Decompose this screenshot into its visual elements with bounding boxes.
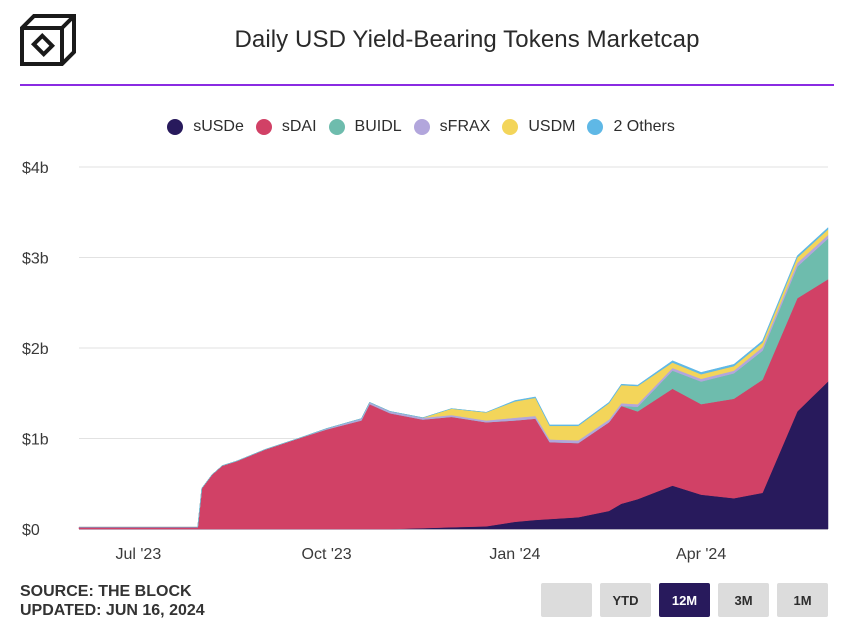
legend-swatch bbox=[167, 119, 184, 135]
x-tick-label: Jul '23 bbox=[115, 546, 161, 563]
legend-label: BUIDL bbox=[354, 118, 402, 135]
x-tick-label: Oct '23 bbox=[302, 546, 352, 563]
range-button-blank[interactable] bbox=[541, 583, 592, 617]
legend-swatch bbox=[255, 119, 272, 135]
y-tick-label: $0 bbox=[22, 522, 40, 539]
legend-label: USDM bbox=[528, 118, 576, 135]
y-tick-label: $4b bbox=[22, 160, 49, 177]
range-button-ytd[interactable]: YTD bbox=[600, 583, 651, 617]
range-button-1m[interactable]: 1M bbox=[777, 583, 828, 617]
updated-label: UPDATED: JUN 16, 2024 bbox=[20, 602, 205, 619]
legend-label: sDAI bbox=[281, 118, 317, 135]
legend-item-usdm[interactable]: USDM bbox=[502, 118, 575, 136]
area-series-2-others bbox=[79, 227, 829, 528]
legend-item-buidl[interactable]: BUIDL bbox=[328, 118, 402, 136]
title-divider bbox=[20, 84, 834, 86]
y-tick-label: $1b bbox=[22, 432, 49, 449]
legend-item-sfrax[interactable]: sFRAX bbox=[413, 118, 491, 136]
legend-swatch bbox=[587, 119, 604, 135]
chart-legend: sUSDe sDAI BUIDL sFRAX USDM 2 Others bbox=[0, 118, 854, 136]
chart-area: $0 $1b $2b $3b $4b Jul '23 Oct '23 Jan '24 Apr '… bbox=[22, 160, 829, 563]
legend-swatch bbox=[502, 119, 519, 135]
chart-title: Daily USD Yield-Bearing Tokens Marketcap bbox=[234, 26, 700, 53]
legend-item-sdai[interactable]: sDAI bbox=[255, 118, 317, 136]
legend-item-susde[interactable]: sUSDe bbox=[167, 118, 244, 136]
cube-logo-icon bbox=[20, 12, 76, 68]
range-selector: YTD 12M 3M 1M bbox=[541, 583, 836, 617]
range-button-12m[interactable]: 12M bbox=[659, 583, 710, 617]
legend-swatch bbox=[413, 119, 430, 135]
x-tick-label: Jan '24 bbox=[489, 546, 540, 563]
legend-label: sUSDe bbox=[193, 118, 244, 135]
range-button-3m[interactable]: 3M bbox=[718, 583, 769, 617]
chart-header: Daily USD Yield-Bearing Tokens Marketcap bbox=[0, 0, 854, 86]
source-label: SOURCE: THE BLOCK bbox=[20, 583, 192, 600]
legend-label: sFRAX bbox=[439, 118, 491, 135]
y-tick-label: $2b bbox=[22, 341, 49, 358]
source-block: SOURCE: THE BLOCK UPDATED: JUN 16, 2024 bbox=[20, 582, 205, 620]
legend-swatch bbox=[328, 119, 345, 135]
y-tick-label: $3b bbox=[22, 251, 49, 268]
x-tick-label: Apr '24 bbox=[676, 546, 726, 563]
legend-label: 2 Others bbox=[613, 118, 675, 135]
area-series-sdai bbox=[78, 278, 829, 530]
legend-item-2-others[interactable]: 2 Others bbox=[587, 118, 675, 136]
